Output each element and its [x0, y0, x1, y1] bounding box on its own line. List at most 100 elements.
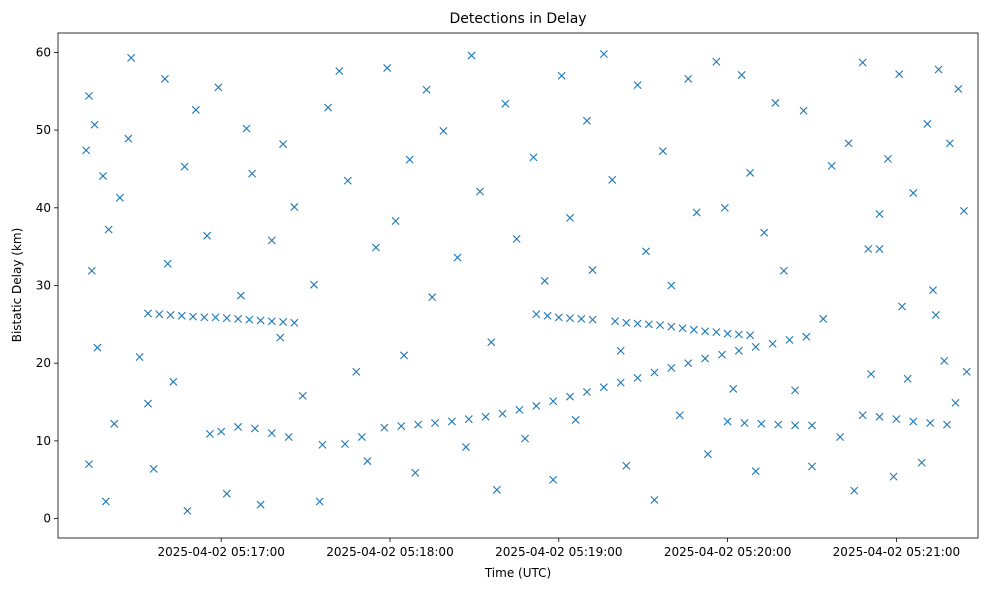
- data-point: [622, 318, 631, 327]
- data-point: [521, 434, 530, 443]
- data-point: [250, 424, 259, 433]
- data-point: [357, 433, 366, 441]
- data-point: [177, 311, 186, 320]
- data-point: [276, 333, 285, 342]
- data-point: [383, 63, 392, 72]
- data-point: [940, 356, 949, 365]
- data-point: [183, 506, 192, 515]
- data-point: [245, 315, 254, 324]
- data-point: [84, 460, 93, 469]
- data-point: [431, 419, 439, 428]
- data-point: [127, 53, 136, 62]
- data-point: [898, 302, 907, 311]
- data-point: [760, 228, 769, 237]
- data-point: [124, 134, 133, 143]
- data-point: [203, 231, 212, 240]
- data-point: [734, 346, 743, 355]
- y-tick-label: 0: [43, 512, 51, 526]
- data-point: [701, 327, 710, 336]
- chart-title: Detections in Delay: [449, 11, 586, 27]
- data-point: [746, 331, 755, 340]
- data-point: [144, 309, 153, 318]
- data-point: [954, 84, 963, 93]
- x-tick-label: 2025-04-02 05:20:00: [664, 545, 791, 559]
- data-point: [501, 99, 510, 108]
- data-point: [808, 421, 816, 430]
- data-point: [371, 243, 380, 252]
- data-point: [599, 49, 608, 58]
- data-point: [267, 236, 276, 245]
- data-point: [256, 316, 265, 325]
- data-point: [917, 458, 926, 467]
- data-point: [622, 461, 631, 470]
- data-point: [962, 367, 971, 376]
- x-tick-label: 2025-04-02 05:19:00: [495, 545, 622, 559]
- data-point: [400, 351, 409, 360]
- data-point: [611, 317, 620, 326]
- data-point: [476, 187, 485, 196]
- data-point: [414, 420, 423, 429]
- data-point: [644, 320, 653, 329]
- data-point: [791, 421, 800, 430]
- data-point: [959, 206, 968, 215]
- data-point: [422, 85, 431, 94]
- data-point: [633, 373, 642, 382]
- data-point: [678, 324, 687, 333]
- data-point: [802, 332, 811, 341]
- data-point: [363, 457, 372, 466]
- data-point: [720, 203, 729, 212]
- y-tick-label: 20: [36, 356, 51, 370]
- data-point: [867, 370, 876, 379]
- data-point: [808, 462, 816, 471]
- data-point: [101, 497, 110, 506]
- data-points: [82, 49, 971, 515]
- data-point: [163, 259, 172, 268]
- data-point: [633, 81, 642, 90]
- data-point: [115, 193, 124, 202]
- data-point: [692, 208, 701, 217]
- data-point: [943, 420, 952, 429]
- data-point: [234, 422, 243, 431]
- data-point: [934, 65, 943, 74]
- data-point: [234, 314, 243, 323]
- data-point: [104, 225, 113, 234]
- data-point: [211, 313, 220, 322]
- data-point: [923, 119, 932, 128]
- data-point: [335, 67, 344, 76]
- data-point: [380, 423, 389, 432]
- data-point: [248, 169, 257, 178]
- data-point: [751, 467, 760, 476]
- data-point: [945, 139, 954, 148]
- data-point: [658, 147, 667, 156]
- y-tick-label: 60: [36, 45, 51, 59]
- data-point: [279, 140, 288, 149]
- data-point: [734, 330, 743, 339]
- data-point: [82, 146, 91, 155]
- data-point: [723, 329, 732, 338]
- data-point: [191, 105, 200, 114]
- data-point: [768, 339, 777, 348]
- data-point: [279, 318, 288, 327]
- data-point: [667, 322, 676, 331]
- data-point: [616, 346, 625, 355]
- data-point: [540, 276, 549, 285]
- x-tick-label: 2025-04-02 05:21:00: [833, 545, 960, 559]
- data-point: [166, 311, 175, 320]
- data-point: [858, 411, 867, 420]
- y-axis-label: Bistatic Delay (km): [10, 228, 24, 343]
- data-point: [703, 450, 712, 459]
- data-point: [712, 57, 721, 66]
- data-point: [723, 417, 732, 426]
- data-point: [774, 420, 783, 429]
- data-point: [701, 354, 710, 363]
- data-point: [875, 210, 884, 219]
- data-point: [310, 280, 319, 289]
- data-point: [549, 397, 558, 406]
- data-point: [340, 440, 349, 448]
- data-point: [689, 325, 698, 334]
- data-point: [858, 58, 867, 67]
- data-point: [242, 124, 251, 133]
- data-point: [87, 266, 96, 275]
- data-point: [582, 116, 591, 125]
- data-point: [487, 338, 496, 347]
